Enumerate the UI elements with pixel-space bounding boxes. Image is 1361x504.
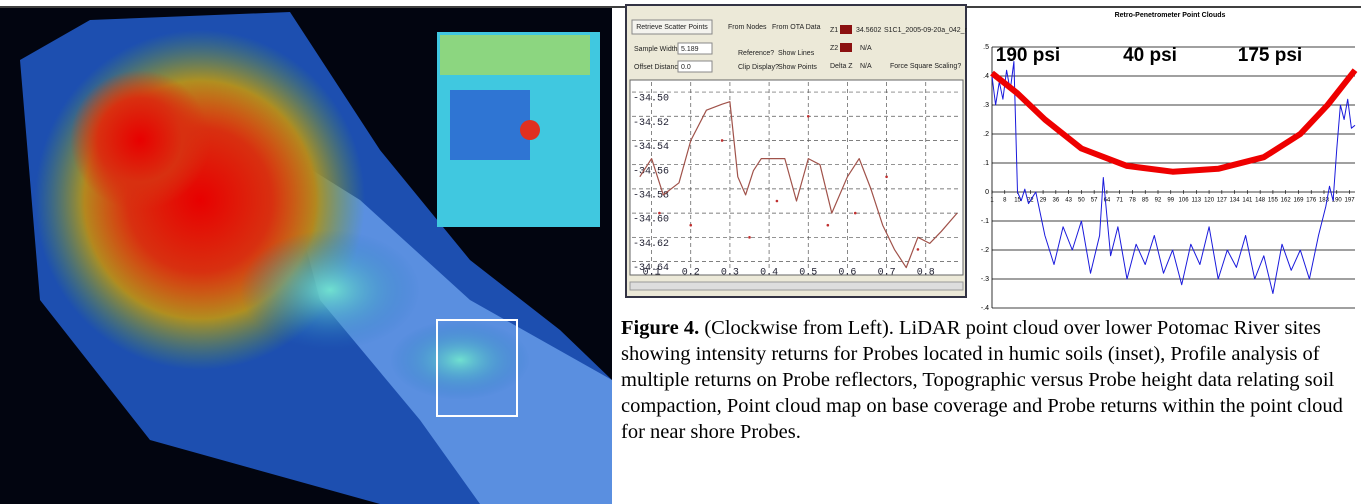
y-tick-label: -34.64 <box>633 263 669 274</box>
plot-area <box>629 79 964 276</box>
field-label: Offset Distance <box>634 64 682 71</box>
chart-title: Retro-Penetrometer Point Clouds <box>1115 12 1226 19</box>
x-tick-label: 8 <box>1003 198 1007 204</box>
y-tick-label: -.1 <box>981 218 989 225</box>
y-tick-label: -34.60 <box>633 215 669 226</box>
check-label: Show Points <box>778 64 817 71</box>
check-label: Reference? <box>738 50 774 57</box>
lidar-image <box>0 8 612 504</box>
x-tick-label: 0.2 <box>682 268 700 279</box>
x-tick-label: 141 <box>1242 198 1253 204</box>
data-point <box>720 139 724 142</box>
data-point <box>689 223 693 227</box>
field-label: Delta Z <box>830 63 853 70</box>
x-tick-label: 0.4 <box>760 268 778 279</box>
data-line <box>991 61 1356 294</box>
caption-label: Figure 4. <box>621 317 700 339</box>
x-tick-label: 0.8 <box>917 268 935 279</box>
x-tick-label: 57 <box>1091 198 1098 204</box>
radio-label: From Nodes <box>728 24 767 31</box>
x-tick-label: 64 <box>1104 198 1111 204</box>
data-point <box>775 199 779 203</box>
x-tick-label: 197 <box>1345 198 1356 204</box>
x-tick-label: 0.5 <box>799 268 817 279</box>
check-label: Show Lines <box>778 50 815 57</box>
data-line <box>990 68 1358 175</box>
x-tick-label: 50 <box>1078 198 1085 204</box>
x-tick-label: 169 <box>1293 198 1304 204</box>
x-tick-label: 0.6 <box>838 268 856 279</box>
check-label: Force Square Scaling? <box>890 63 961 70</box>
y-tick-label: -34.54 <box>633 142 669 153</box>
x-tick-label: 0.3 <box>721 268 739 279</box>
annotation: 190 psi <box>996 45 1060 66</box>
y-tick-label: -34.50 <box>633 94 669 105</box>
field-value: N/A <box>860 63 872 70</box>
y-tick-label: -.2 <box>981 247 989 254</box>
y-tick-label: .3 <box>983 102 989 109</box>
x-tick-label: 92 <box>1155 198 1162 204</box>
caption: Figure 4. (Clockwise from Left). LiDAR p… <box>621 315 1356 445</box>
button[interactable] <box>631 19 713 35</box>
x-tick-label: 15 <box>1014 198 1021 204</box>
x-tick-label: 113 <box>1192 198 1202 204</box>
x-tick-label: 162 <box>1281 198 1292 204</box>
x-tick-label: 99 <box>1167 198 1174 204</box>
y-tick-label: -34.52 <box>633 118 669 129</box>
check-label: Clip Display? <box>738 64 779 71</box>
x-tick-label: 134 <box>1230 198 1241 204</box>
x-tick-label: 176 <box>1306 198 1317 204</box>
y-tick-label: -34.58 <box>633 191 669 202</box>
field-value: 0.0 <box>681 64 691 71</box>
data-point <box>885 175 888 179</box>
annotation: 40 psi <box>1123 45 1177 66</box>
x-tick-label: 148 <box>1255 198 1266 204</box>
y-tick-label: -34.56 <box>633 166 669 177</box>
radio-label: From OTA Data <box>772 24 821 31</box>
y-tick-label: .2 <box>983 131 989 138</box>
x-tick-label: 120 <box>1204 198 1215 204</box>
y-tick-label: -.4 <box>981 305 989 312</box>
y-tick-label: 0 <box>985 189 989 196</box>
y-tick-label: -34.62 <box>633 239 669 250</box>
x-tick-label: 155 <box>1268 198 1279 204</box>
x-tick-label: 0.7 <box>878 268 896 279</box>
data-point <box>658 211 661 215</box>
data-line <box>639 101 958 269</box>
x-tick-label: 78 <box>1129 198 1136 204</box>
x-tick-label: 127 <box>1217 198 1228 204</box>
field-label: Z1 <box>830 27 838 34</box>
annotation: 175 psi <box>1238 45 1302 66</box>
caption-text: (Clockwise from Left). LiDAR point cloud… <box>621 317 1343 443</box>
field-value: 5.189 <box>681 46 699 53</box>
data-point <box>826 223 830 227</box>
data-point <box>853 211 857 215</box>
x-tick-label: 71 <box>1116 198 1123 204</box>
field-label: Z2 <box>830 45 838 52</box>
x-tick-label: 190 <box>1332 198 1343 204</box>
x-tick-label: 85 <box>1142 198 1149 204</box>
y-tick-label: .1 <box>983 160 989 167</box>
field-value: N/A <box>860 45 872 52</box>
x-tick-label: 106 <box>1179 198 1190 204</box>
x-tick-label: 183 <box>1319 198 1330 204</box>
data-point <box>806 114 810 118</box>
y-tick-label: .5 <box>983 44 989 51</box>
data-point <box>916 248 920 251</box>
field-label: Sample Width <box>634 46 678 53</box>
y-tick-label: .4 <box>983 73 989 80</box>
ui-panel: Retrieve Scatter Points From Nodes From … <box>625 4 968 298</box>
x-tick-label: 43 <box>1065 198 1072 204</box>
x-tick-label: 29 <box>1040 198 1047 204</box>
x-tick-label: 0.1 <box>643 268 661 279</box>
field-value: 34.5602 <box>856 27 881 34</box>
x-tick-label: 36 <box>1053 198 1060 204</box>
button-label: Retrieve Scatter Points <box>636 24 708 31</box>
y-tick-label: -.3 <box>981 276 989 283</box>
data-point <box>748 236 751 239</box>
field-value: S1C1_2005-09-20a_042_r <box>884 27 968 34</box>
